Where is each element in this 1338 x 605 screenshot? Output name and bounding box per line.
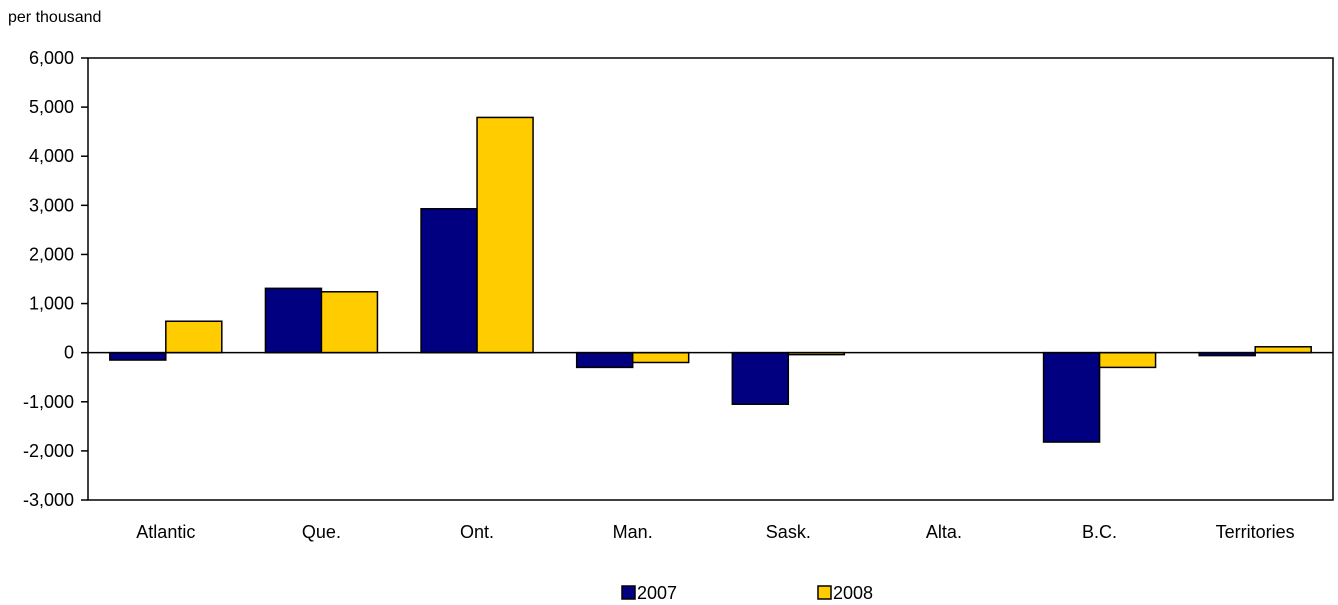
bar-2008-que: [320, 291, 379, 354]
legend-label-2007: 2007: [637, 583, 677, 603]
legend: 2007 2008: [621, 583, 873, 603]
bar-2008-man: [631, 351, 690, 364]
bar-2008-atlantic: [165, 320, 223, 354]
bar-2008-bc: [1098, 351, 1157, 369]
bar-2007-sask: [731, 351, 790, 405]
y-tick-label: 0: [64, 343, 74, 363]
y-tick-label: -1,000: [23, 392, 74, 412]
y-tick-label: 6,000: [29, 48, 74, 68]
x-tick-label: Alta.: [926, 522, 962, 542]
bar-2007-atlantic: [109, 351, 167, 361]
bar-2007-man: [575, 351, 634, 369]
plot-area-frame: [87, 57, 1334, 501]
y-tick-label: 2,000: [29, 244, 74, 264]
x-tick-label: Sask.: [766, 522, 811, 542]
bar-2008-territories: [1254, 346, 1312, 354]
bar-2008-ont: [476, 116, 534, 354]
bar-2007-que: [264, 287, 323, 354]
bars: [109, 116, 1312, 443]
x-tick-label: Atlantic: [136, 522, 195, 542]
x-tick-label: B.C.: [1082, 522, 1117, 542]
y-tick-label: 4,000: [29, 146, 74, 166]
bar-2007-bc: [1042, 351, 1101, 443]
y-tick-label: 5,000: [29, 97, 74, 117]
x-axis-labels: Atlantic Que. Ont. Man. Sask. Alta. B.C. Territ…: [136, 522, 1294, 542]
legend-swatch-2008: [817, 585, 832, 600]
y-axis-ticks: 6,000 5,000 4,000 3,000 2,000 1,000 0 -1,000 -2,…: [23, 48, 88, 510]
legend-label-2008: 2008: [833, 583, 873, 603]
y-tick-label: 1,000: [29, 294, 74, 314]
y-tick-label: -3,000: [23, 490, 74, 510]
y-tick-label: -2,000: [23, 441, 74, 461]
x-tick-label: Man.: [613, 522, 653, 542]
x-tick-label: Ont.: [460, 522, 494, 542]
y-tick-label: 3,000: [29, 195, 74, 215]
x-tick-label: Territories: [1216, 522, 1295, 542]
y-unit-label: per thousand: [8, 9, 101, 26]
legend-swatch-2007: [621, 585, 636, 600]
x-tick-label: Que.: [302, 522, 341, 542]
bar-2007-ont: [420, 208, 478, 354]
